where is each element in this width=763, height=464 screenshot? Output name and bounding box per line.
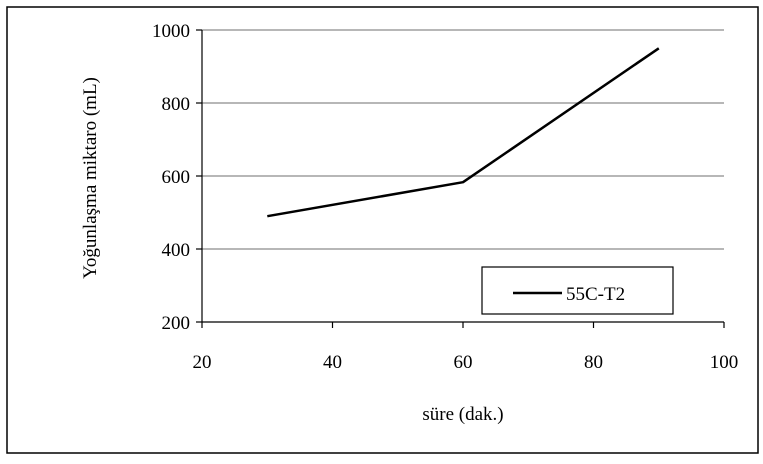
y-axis-title: Yoğunlaşma miktaro (mL) bbox=[80, 77, 101, 279]
x-tick-label: 100 bbox=[710, 352, 739, 373]
x-axis-title: süre (dak.) bbox=[422, 404, 503, 425]
legend: 55C-T2 bbox=[481, 266, 674, 315]
y-tick-label: 1000 bbox=[152, 21, 190, 42]
y-tick-label: 600 bbox=[162, 167, 191, 188]
chart-border bbox=[6, 6, 759, 454]
y-tick-label: 200 bbox=[162, 313, 191, 334]
x-tick-label: 60 bbox=[454, 352, 473, 373]
axes: 200 400 600 800 1000 20 40 60 80 100 bbox=[152, 21, 738, 373]
x-tick-label: 80 bbox=[584, 352, 603, 373]
legend-box bbox=[481, 266, 674, 315]
y-tick-label: 400 bbox=[162, 240, 191, 261]
legend-label: 55C-T2 bbox=[566, 284, 625, 305]
x-tick-label: 40 bbox=[323, 352, 342, 373]
gridlines bbox=[202, 29, 724, 250]
series-line bbox=[267, 47, 660, 218]
x-tick-label: 20 bbox=[193, 352, 212, 373]
series-layer bbox=[267, 47, 660, 218]
y-tick-label: 800 bbox=[162, 94, 191, 115]
